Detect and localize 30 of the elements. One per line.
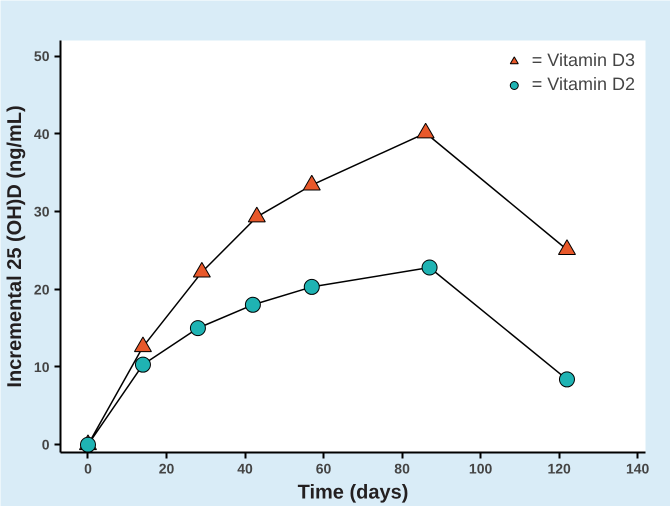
point [558, 371, 575, 388]
point [302, 174, 321, 190]
x-tick-label: 0 [84, 460, 92, 476]
legend-label: = Vitamin D3 [532, 50, 635, 71]
point [192, 262, 211, 278]
point [304, 278, 320, 295]
point [244, 296, 261, 313]
x-tick-label: 120 [547, 460, 572, 476]
y-tick-label: 40 [34, 126, 50, 142]
y-tick-label: 50 [34, 48, 50, 64]
point [190, 320, 206, 336]
x-tick-label: 40 [237, 460, 254, 476]
point [248, 206, 266, 222]
point [422, 260, 438, 276]
x-tick-label: 140 [626, 460, 650, 476]
y-tick-label: 30 [34, 204, 50, 220]
point [80, 436, 96, 452]
legend-label: = Vitamin D2 [532, 74, 635, 95]
point [134, 356, 151, 373]
x-axis-title: Time (days) [298, 482, 408, 504]
point [416, 122, 435, 138]
y-axis-title: Incremental 25 (OH)D (ng/mL) [4, 105, 26, 388]
y-tick-label: 0 [42, 436, 50, 453]
x-tick-label: 60 [316, 460, 332, 476]
x-tick-label: 100 [468, 460, 492, 476]
y-tick-label: 20 [34, 281, 50, 298]
x-tick-label: 20 [158, 460, 175, 476]
point [558, 239, 576, 256]
x-tick-label: 80 [394, 460, 410, 476]
y-tick-label: 10 [34, 358, 50, 375]
